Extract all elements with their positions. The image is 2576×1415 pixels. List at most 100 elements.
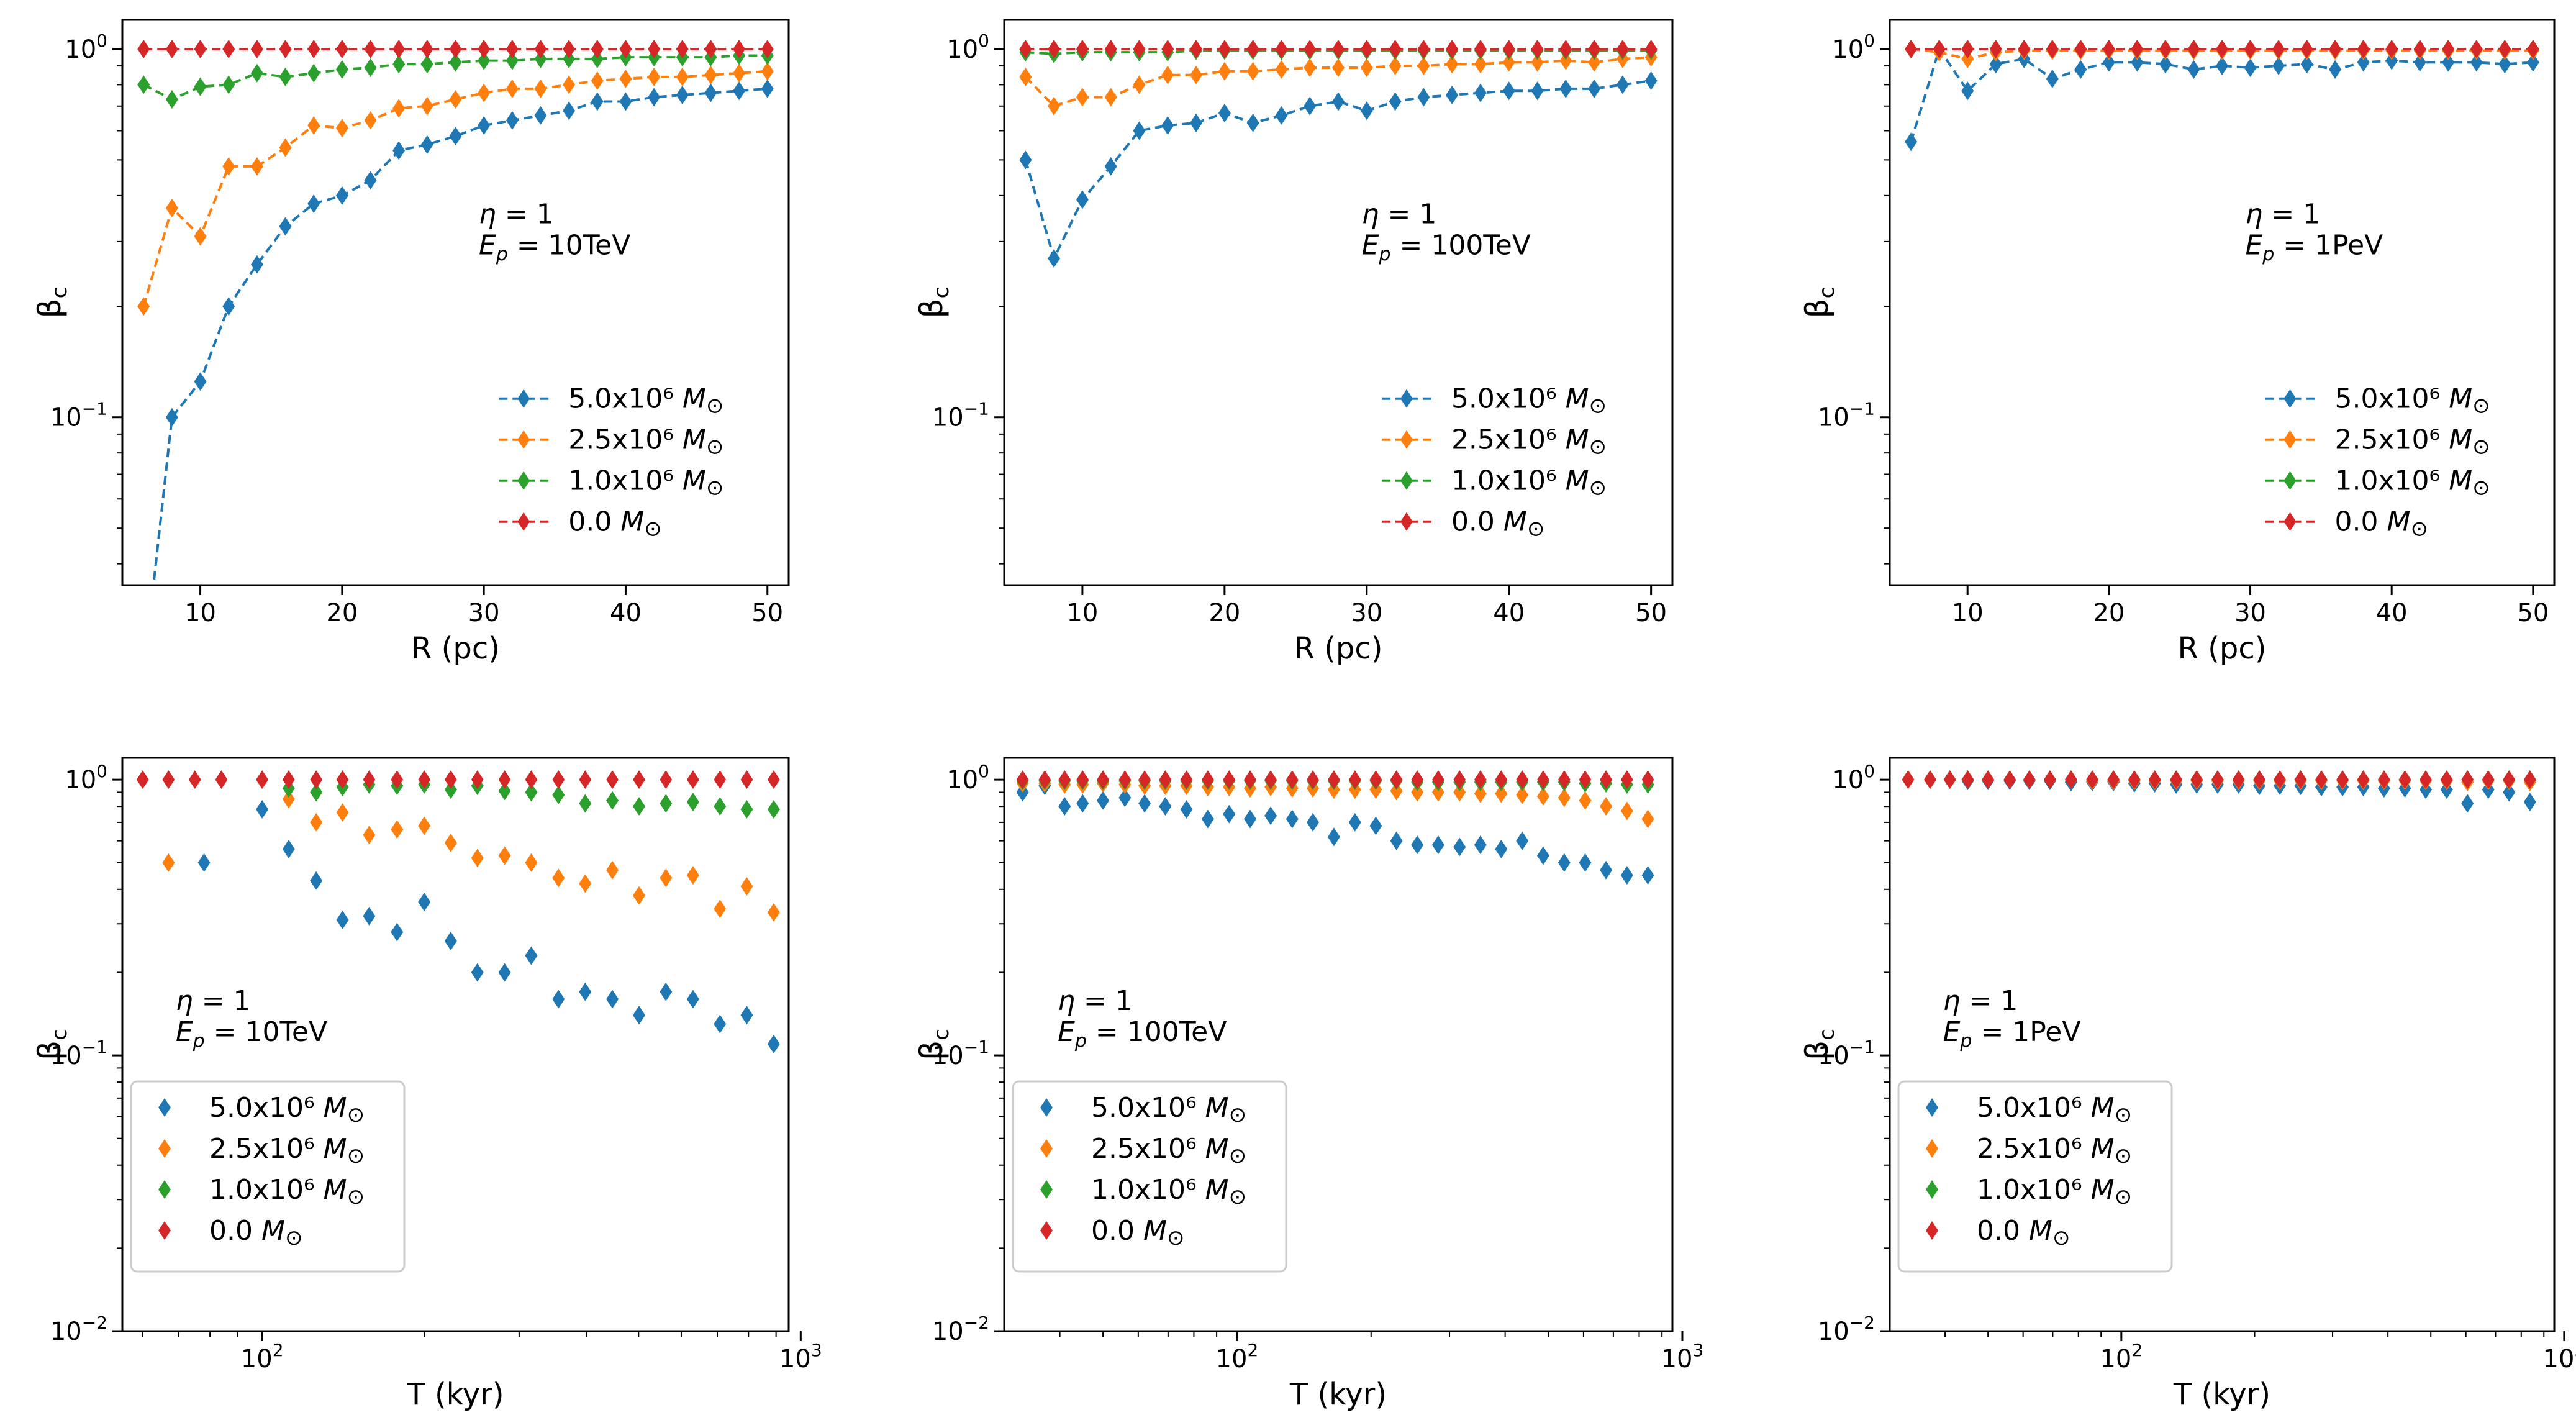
- legend-marker: [1040, 1221, 1053, 1240]
- data-point: [1961, 39, 1974, 58]
- data-point: [1474, 55, 1487, 74]
- data-point: [2526, 53, 2539, 72]
- data-point: [391, 770, 404, 789]
- data-point: [2187, 60, 2200, 79]
- data-point: [391, 922, 404, 942]
- data-point: [215, 770, 228, 789]
- annotation-eta: η = 1: [1943, 985, 2018, 1017]
- data-point: [2398, 770, 2411, 789]
- data-point: [1559, 79, 1572, 98]
- legend-label: 2.5x10⁶ M⊙: [1977, 1133, 2132, 1168]
- legend-marker: [2283, 389, 2297, 408]
- data-point: [310, 783, 323, 802]
- data-point: [1190, 113, 1203, 132]
- data-point: [2274, 770, 2287, 789]
- data-point: [552, 868, 565, 888]
- data-point: [1641, 770, 1654, 789]
- data-point: [1180, 770, 1193, 789]
- y-axis-label: βc: [914, 287, 954, 319]
- legend-label: 2.5x10⁶ M⊙: [568, 424, 723, 460]
- data-point: [1600, 797, 1613, 816]
- data-point: [552, 785, 565, 804]
- data-point: [761, 79, 774, 98]
- x-tick-label: 103: [2543, 1340, 2576, 1373]
- legend: 5.0x10⁶ M⊙ 2.5x10⁶ M⊙ 1.0x10⁶ M⊙ 0.0 M⊙: [499, 383, 723, 542]
- data-point: [282, 789, 295, 809]
- data-point: [444, 780, 457, 799]
- data-point: [307, 63, 320, 83]
- data-point: [761, 61, 774, 81]
- data-point: [579, 982, 592, 1001]
- data-point: [1243, 770, 1256, 789]
- data-point: [619, 69, 632, 88]
- data-point: [307, 194, 320, 214]
- data-point: [714, 797, 727, 816]
- x-tick-label: 30: [2234, 599, 2266, 627]
- x-tick-label: 20: [1209, 599, 1240, 627]
- legend-marker: [1040, 1180, 1053, 1199]
- data-point: [162, 770, 175, 789]
- x-tick-label: 30: [468, 599, 500, 627]
- data-point: [2329, 39, 2342, 58]
- data-point: [714, 899, 727, 919]
- data-point: [1516, 785, 1529, 804]
- data-point: [1246, 61, 1259, 81]
- x-tick-label: 50: [2517, 599, 2549, 627]
- data-point: [767, 903, 780, 922]
- data-point: [1905, 39, 1918, 58]
- data-point: [2461, 794, 2474, 813]
- data-point: [2159, 55, 2172, 74]
- legend-label: 1.0x10⁶ M⊙: [209, 1174, 365, 1209]
- data-point: [1369, 770, 1382, 789]
- data-point: [2131, 39, 2144, 58]
- data-point: [2329, 60, 2342, 79]
- data-point: [335, 60, 348, 79]
- data-point: [1989, 39, 2002, 58]
- annotation-eta: η = 1: [2245, 199, 2320, 230]
- data-point: [2244, 58, 2257, 77]
- data-point: [633, 770, 646, 789]
- legend-label: 5.0x10⁶ M⊙: [1451, 383, 1607, 419]
- data-point: [392, 141, 406, 160]
- legend-label: 5.0x10⁶ M⊙: [1977, 1092, 2132, 1127]
- series-line: [1024, 80, 1651, 262]
- data-point: [2498, 39, 2511, 58]
- data-point: [1417, 39, 1430, 58]
- y-axis-label: βc: [1799, 1029, 1839, 1060]
- data-point: [222, 75, 235, 94]
- legend: 5.0x10⁶ M⊙ 2.5x10⁶ M⊙ 1.0x10⁶ M⊙ 0.0 M⊙: [1897, 1080, 2173, 1273]
- x-tick-label: 40: [2376, 599, 2408, 627]
- data-point: [1286, 809, 1299, 829]
- series-line: [142, 70, 768, 307]
- data-point: [591, 92, 604, 111]
- data-point: [2131, 53, 2144, 72]
- data-point: [1516, 831, 1529, 850]
- annotation-energy: Ep = 10TeV: [479, 230, 630, 266]
- data-point: [310, 871, 323, 890]
- data-point: [606, 860, 619, 880]
- data-point: [1201, 770, 1214, 789]
- data-point: [1369, 816, 1382, 835]
- x-tick-label: 20: [326, 599, 358, 627]
- data-point: [444, 931, 457, 950]
- data-point: [2442, 39, 2455, 58]
- data-point: [2272, 39, 2285, 58]
- plot-area: [137, 39, 774, 585]
- data-point: [2074, 39, 2087, 58]
- data-point: [2003, 770, 2016, 789]
- data-point: [1474, 784, 1487, 803]
- data-point: [1332, 39, 1345, 58]
- data-point: [1243, 809, 1256, 829]
- data-point: [1446, 86, 1459, 105]
- data-point: [1933, 39, 1946, 58]
- data-point: [1180, 800, 1193, 819]
- data-point: [1411, 783, 1424, 802]
- data-point: [1644, 39, 1658, 58]
- series-1: [1016, 776, 1654, 885]
- plot-area: [1905, 39, 2539, 152]
- data-point: [552, 990, 565, 1009]
- data-point: [279, 217, 292, 236]
- axes-frame: [121, 19, 790, 586]
- data-point: [1961, 81, 1974, 101]
- data-point: [2043, 770, 2056, 789]
